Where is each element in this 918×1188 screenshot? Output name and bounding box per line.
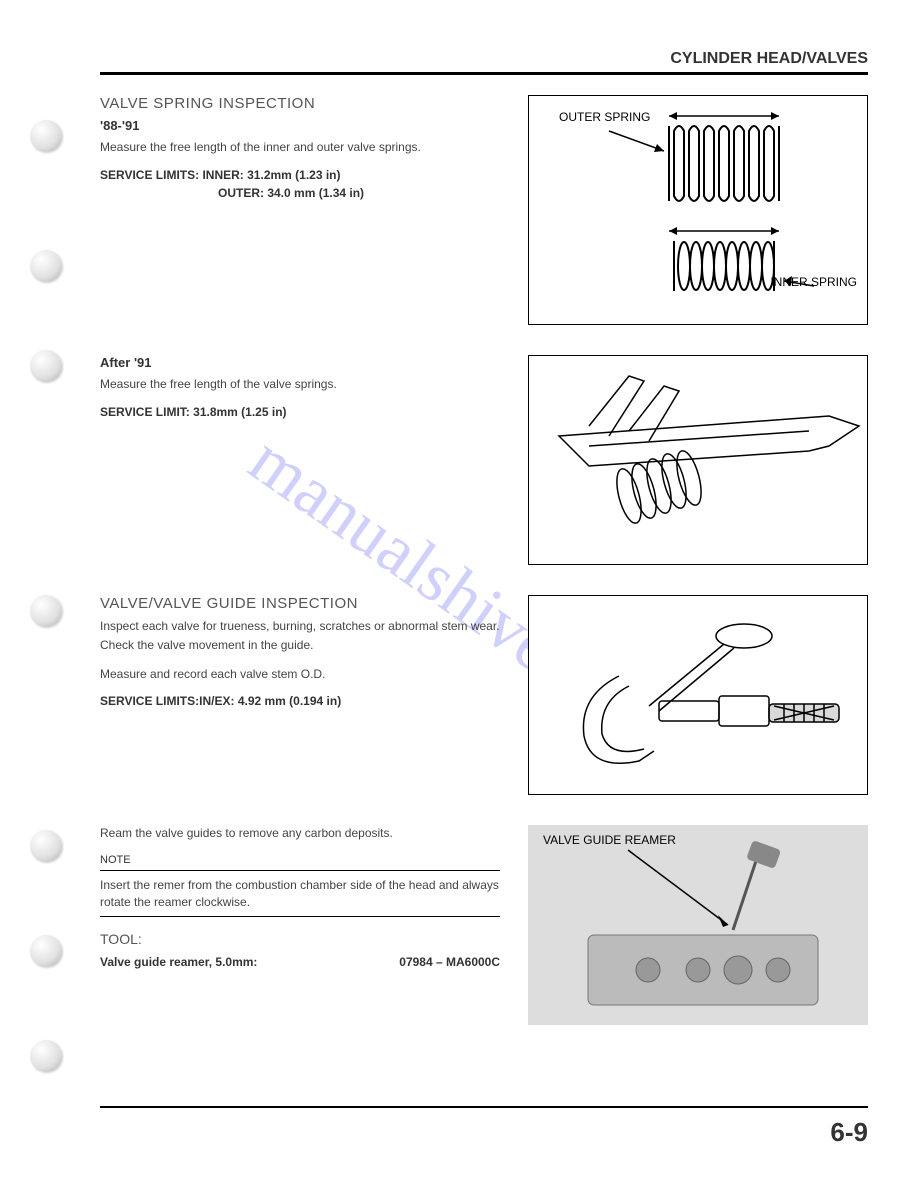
footer-rule: [100, 1106, 868, 1108]
tool-name: Valve guide reamer, 5.0mm:: [100, 955, 257, 969]
punch-hole: [30, 350, 62, 382]
instruction-text: Measure the free length of the valve spr…: [100, 376, 508, 393]
service-label: SERVICE LIMIT:: [100, 405, 190, 419]
figure-micrometer: [528, 595, 868, 795]
page-header: CYLINDER HEAD/VALVES: [100, 50, 868, 75]
reamer-label: VALVE GUIDE REAMER: [543, 833, 676, 847]
reamer-photo-overlay: [528, 825, 868, 1025]
service-label: SERVICE LIMITS:: [100, 168, 199, 182]
year-range: After '91: [100, 355, 508, 370]
section-valve-spring-88-91: VALVE SPRING INSPECTION '88-'91 Measure …: [100, 95, 868, 325]
spec-value: 31.8mm (1.25 in): [193, 405, 286, 419]
instruction-text: Ream the valve guides to remove any carb…: [100, 825, 508, 842]
punch-hole: [30, 120, 62, 152]
springs-diagram: [529, 96, 869, 326]
note-label: NOTE: [100, 854, 508, 866]
figure-reamer-photo: VALVE GUIDE REAMER: [528, 825, 868, 1025]
punch-hole: [30, 935, 62, 967]
service-label: SERVICE LIMITS:IN/EX:: [100, 694, 234, 708]
note-box: Insert the remer from the combustion cha…: [100, 870, 500, 918]
micrometer-diagram: [529, 596, 869, 796]
instruction-text: Measure the free length of the inner and…: [100, 139, 508, 156]
tool-heading: TOOL:: [100, 931, 508, 947]
year-range: '88-'91: [100, 118, 508, 133]
instruction-text: Inspect each valve for trueness, burning…: [100, 618, 508, 635]
punch-hole: [30, 250, 62, 282]
figure-springs: OUTER SPRING INNER SPRING: [528, 95, 868, 325]
section-reaming: Ream the valve guides to remove any carb…: [100, 825, 868, 1025]
punch-hole: [30, 830, 62, 862]
section-valve-spring-after-91: After '91 Measure the free length of the…: [100, 355, 868, 565]
inner-spec: INNER: 31.2mm (1.23 in): [202, 168, 340, 182]
outer-spec: OUTER: 34.0 mm (1.34 in): [218, 186, 508, 200]
figure-caliper: [528, 355, 868, 565]
caliper-diagram: [529, 356, 869, 566]
punch-hole: [30, 1040, 62, 1072]
section-valve-guide-inspection: VALVE/VALVE GUIDE INSPECTION Inspect eac…: [100, 595, 868, 795]
instruction-text: Check the valve movement in the guide.: [100, 637, 508, 654]
spec-value: 4.92 mm (0.194 in): [238, 694, 341, 708]
instruction-text: Measure and record each valve stem O.D.: [100, 666, 508, 683]
tool-number: 07984 – MA6000C: [399, 955, 500, 969]
page-number: 6-9: [830, 1117, 868, 1148]
section-title: VALVE SPRING INSPECTION: [100, 95, 508, 112]
punch-hole: [30, 595, 62, 627]
section-title: VALVE/VALVE GUIDE INSPECTION: [100, 595, 508, 612]
page-content: CYLINDER HEAD/VALVES VALVE SPRING INSPEC…: [100, 50, 868, 1158]
